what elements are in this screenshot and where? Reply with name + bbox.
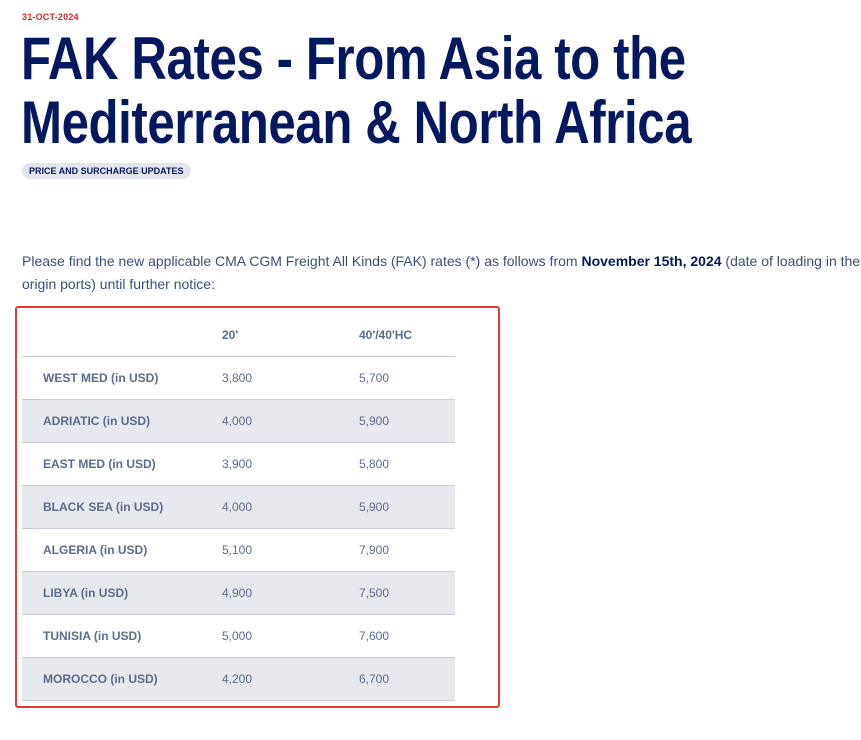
table-row: EAST MED (in USD) 3,900 5,800	[22, 442, 455, 486]
destination-cell: ALGERIA (in USD)	[22, 528, 222, 572]
rate-20-cell: 4,200	[222, 657, 359, 701]
rate-40-cell: 5,700	[359, 356, 455, 400]
rate-20-cell: 5,100	[222, 528, 359, 572]
table-row: BLACK SEA (in USD) 4,000 5,900	[22, 485, 455, 529]
rate-40-cell: 6,700	[359, 657, 455, 701]
destination-cell: BLACK SEA (in USD)	[22, 485, 222, 529]
destination-cell: WEST MED (in USD)	[22, 356, 222, 400]
rate-20-cell: 4,000	[222, 399, 359, 443]
rate-20-cell: 4,000	[222, 485, 359, 529]
destination-cell: MOROCCO (in USD)	[22, 657, 222, 701]
table-row: LIBYA (in USD) 4,900 7,500	[22, 571, 455, 615]
table-row: WEST MED (in USD) 3,800 5,700	[22, 356, 455, 400]
intro-paragraph: Please find the new applicable CMA CGM F…	[22, 250, 861, 296]
header-destination	[22, 314, 222, 357]
rate-40-cell: 5,900	[359, 485, 455, 529]
destination-cell: EAST MED (in USD)	[22, 442, 222, 486]
destination-cell: TUNISIA (in USD)	[22, 614, 222, 658]
table-header-row: 20' 40'/40'HC	[22, 314, 455, 357]
category-tag[interactable]: PRICE AND SURCHARGE UPDATES	[22, 163, 191, 179]
rate-20-cell: 3,800	[222, 356, 359, 400]
page-title-line-1: FAK Rates - From Asia to the	[21, 25, 686, 92]
article-date: 31-OCT-2024	[22, 12, 79, 22]
header-40ft: 40'/40'HC	[359, 314, 455, 357]
page-title: FAK Rates - From Asia to the Mediterrane…	[21, 27, 692, 155]
header-20ft: 20'	[222, 314, 359, 357]
rate-20-cell: 5,000	[222, 614, 359, 658]
rate-40-cell: 7,600	[359, 614, 455, 658]
intro-text-before: Please find the new applicable CMA CGM F…	[22, 253, 582, 269]
rates-table: 20' 40'/40'HC WEST MED (in USD) 3,800 5,…	[22, 314, 455, 701]
table-row: MOROCCO (in USD) 4,200 6,700	[22, 657, 455, 701]
intro-text-after: (date of loading in the origin ports) un…	[22, 253, 861, 292]
rate-20-cell: 4,900	[222, 571, 359, 615]
destination-cell: ADRIATIC (in USD)	[22, 399, 222, 443]
page-title-line-2: Mediterranean & North Africa	[21, 89, 692, 156]
table-row: ALGERIA (in USD) 5,100 7,900	[22, 528, 455, 572]
table-row: ADRIATIC (in USD) 4,000 5,900	[22, 399, 455, 443]
rate-40-cell: 5,800	[359, 442, 455, 486]
rate-40-cell: 7,500	[359, 571, 455, 615]
rate-40-cell: 5,900	[359, 399, 455, 443]
intro-date-bold: November 15th, 2024	[581, 253, 722, 269]
destination-cell: LIBYA (in USD)	[22, 571, 222, 615]
rate-40-cell: 7,900	[359, 528, 455, 572]
highlight-annotation-box	[15, 306, 500, 708]
table-row: TUNISIA (in USD) 5,000 7,600	[22, 614, 455, 658]
rate-20-cell: 3,900	[222, 442, 359, 486]
